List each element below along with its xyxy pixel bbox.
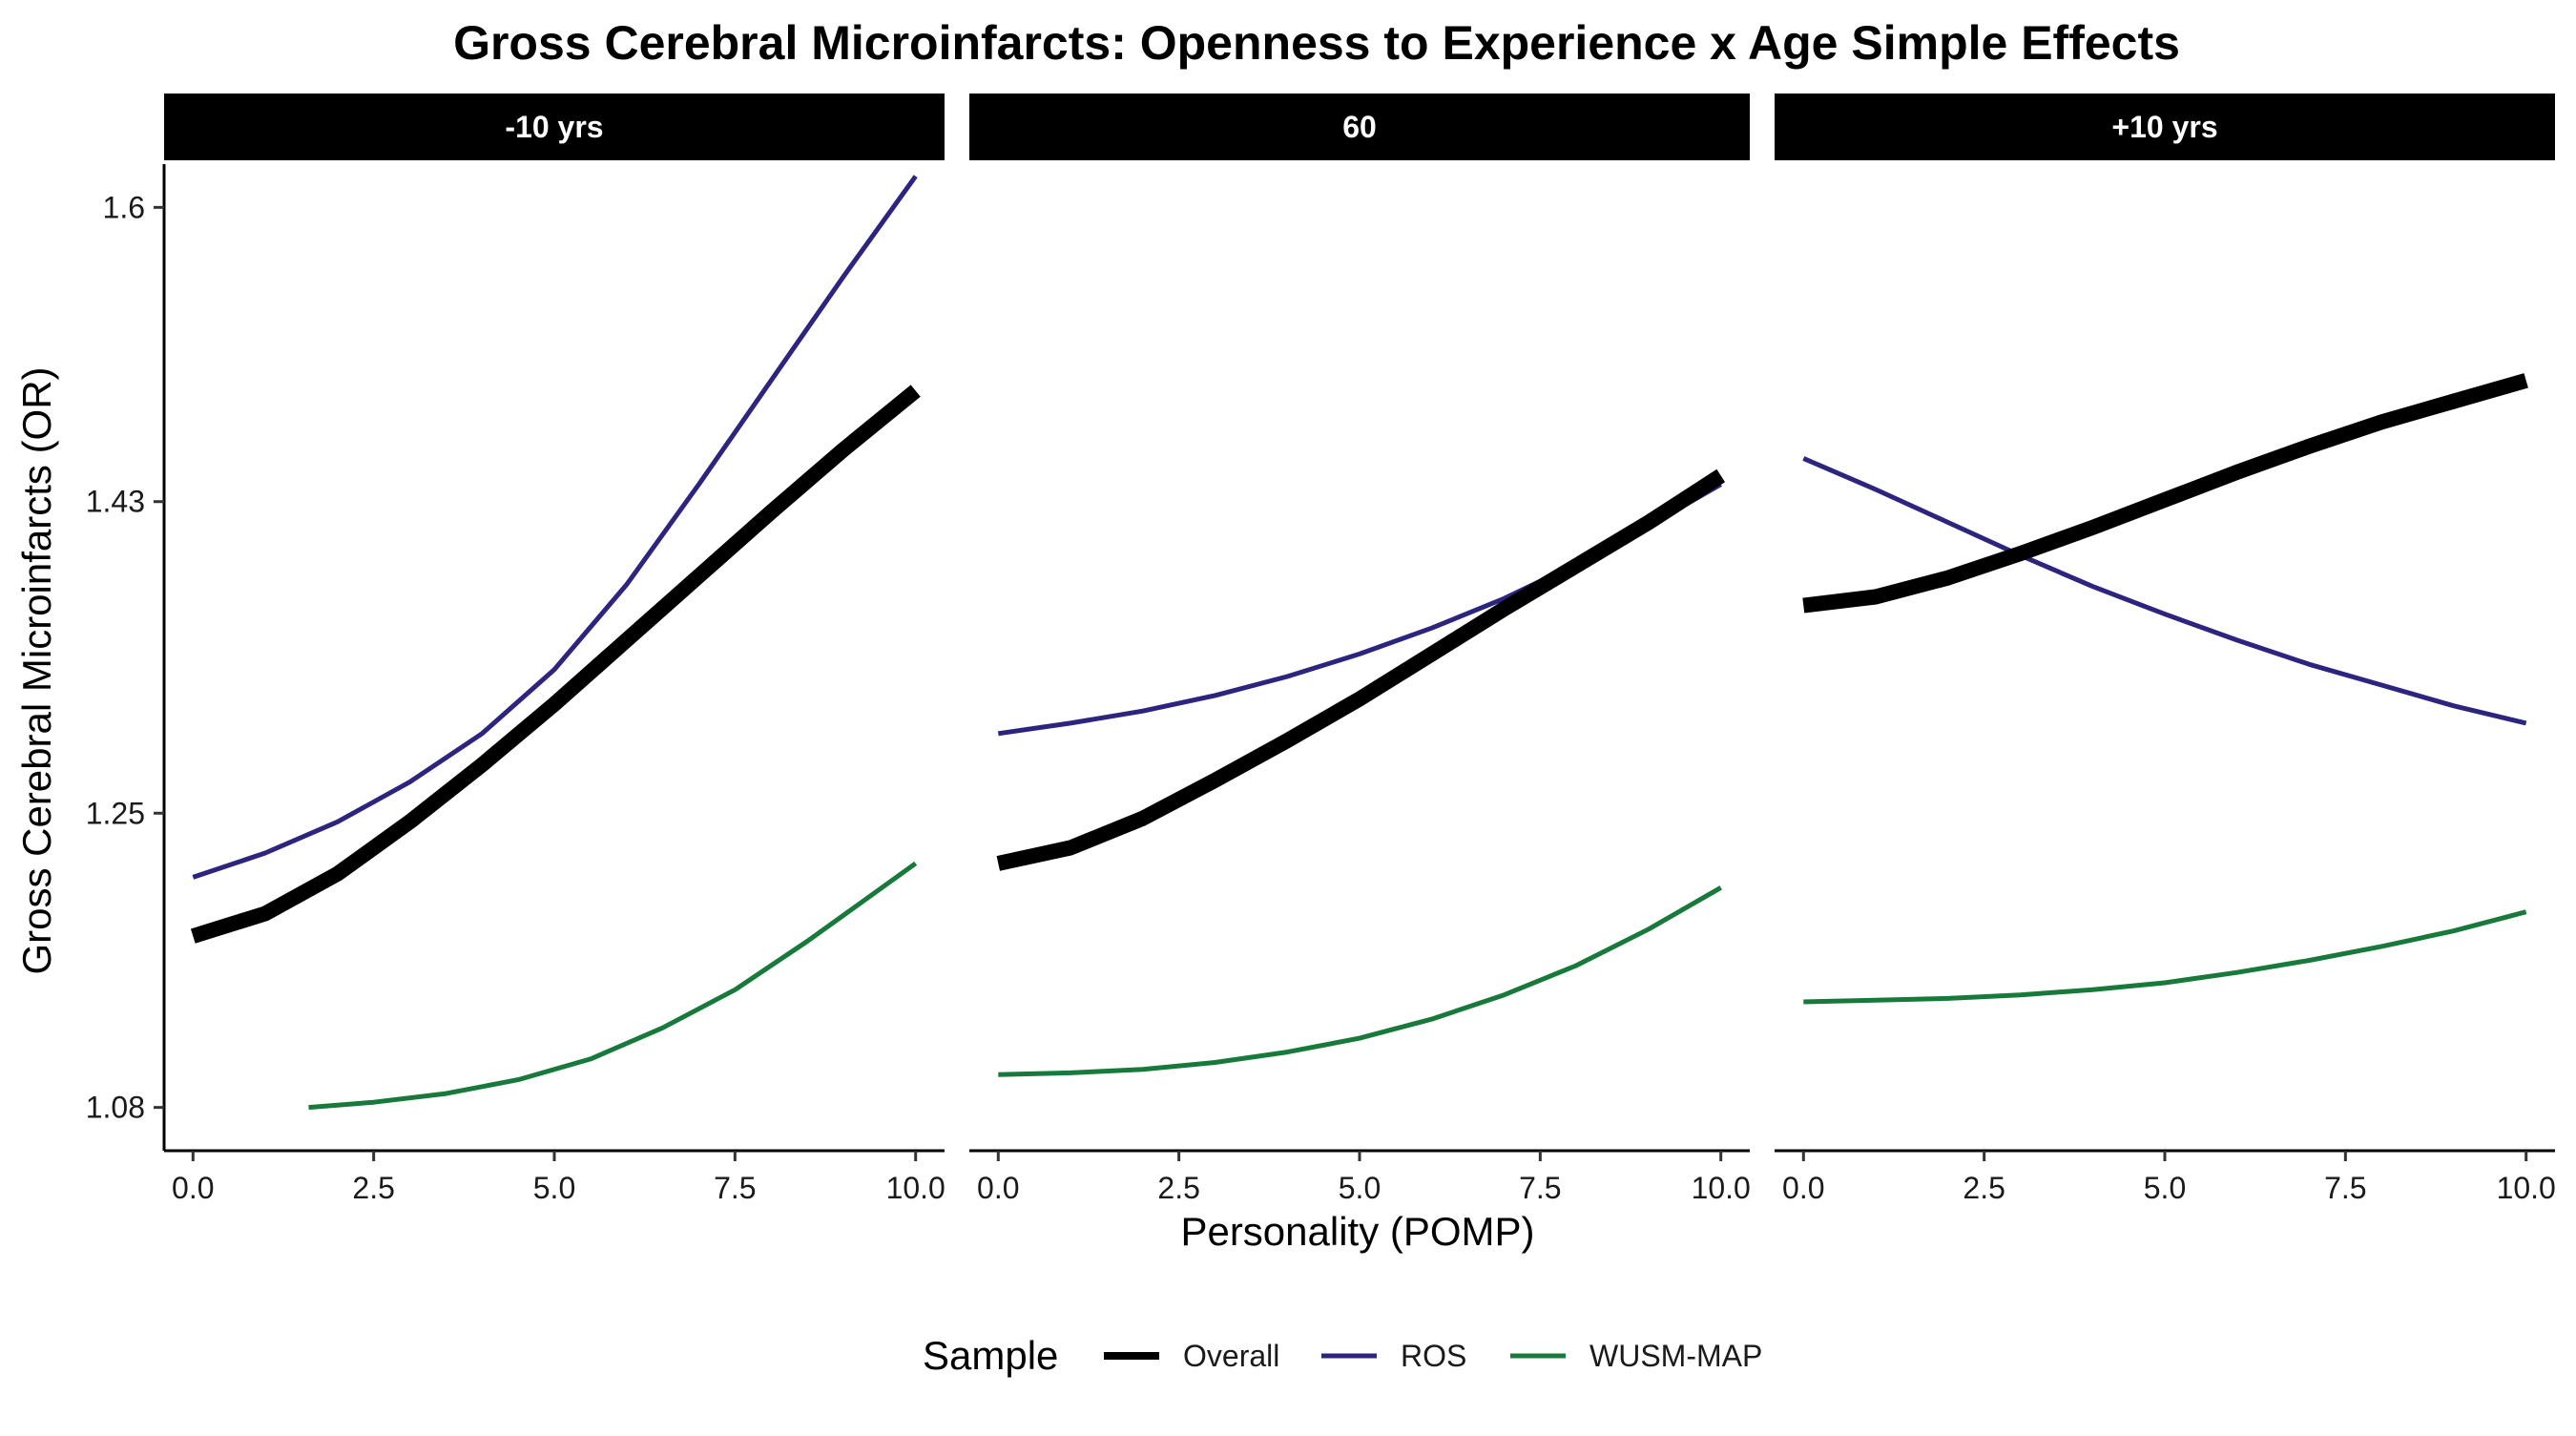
series-line-overall [996,468,1726,871]
facet-panel: +10 yrs 0.0 2.5 5.0 7.5 10.0 [1775,94,2556,1205]
series-line-wusm-map [1803,909,2527,1005]
y-tick-label: 1.25 [86,796,145,830]
x-tick-label: 5.0 [1339,1171,1381,1205]
x-tick-label: 2.5 [1963,1171,2005,1205]
facet-panel: -10 yrs 0.0 2.5 5.0 7.5 10.0 1.08 1.25 1.43 1.6 [86,94,945,1205]
x-tick-label: 5.0 [2144,1171,2186,1205]
x-tick-label: 0.0 [1782,1171,1824,1205]
series-line-ros [192,175,918,880]
x-tick-label: 0.0 [172,1171,214,1205]
y-tick-label: 1.08 [86,1091,145,1125]
facet-strip [969,94,1750,160]
x-tick-label: 7.5 [714,1171,756,1205]
series-line-overall [1802,373,2528,614]
chart-title: Gross Cerebral Microinfarcts: Openness t… [453,16,2180,70]
series-line-overall [190,385,921,944]
facet-panels: -10 yrs 0.0 2.5 5.0 7.5 10.0 1.08 1.25 1.43 1.6 60… [86,94,2556,1205]
facet-panel: 60 0.0 2.5 5.0 7.5 10.0 [969,94,1751,1205]
x-tick-label: 10.0 [886,1171,945,1205]
x-tick-label: 10.0 [2497,1171,2556,1205]
x-tick-label: 7.5 [2324,1171,2366,1205]
facet-strip [1775,94,2555,160]
legend-label: WUSM-MAP [1589,1339,1762,1373]
y-tick-label: 1.6 [103,190,145,224]
facet-strip [164,94,945,160]
legend-label: Overall [1183,1339,1279,1373]
x-tick-label: 2.5 [352,1171,394,1205]
series-line-wusm-map [998,885,1722,1077]
y-axis-title: Gross Cerebral Microinfarcts (OR) [14,366,59,974]
legend-title: Sample [923,1333,1058,1378]
x-axis-title: Personality (POMP) [1180,1209,1534,1254]
x-tick-label: 5.0 [533,1171,575,1205]
y-tick-label: 1.43 [86,485,145,519]
x-tick-label: 10.0 [1692,1171,1751,1205]
x-tick-label: 2.5 [1157,1171,1199,1205]
facet-strip-label: +10 yrs [2111,110,2217,144]
legend: Sample Overall ROS WUSM-MAP [923,1333,1762,1378]
facet-strip-label: 60 [1342,110,1377,144]
legend-label: ROS [1401,1339,1466,1373]
x-tick-label: 7.5 [1519,1171,1561,1205]
facet-strip-label: -10 yrs [505,110,603,144]
x-tick-label: 0.0 [977,1171,1019,1205]
series-line-wusm-map [308,861,918,1111]
series-line-ros [1802,456,2527,726]
